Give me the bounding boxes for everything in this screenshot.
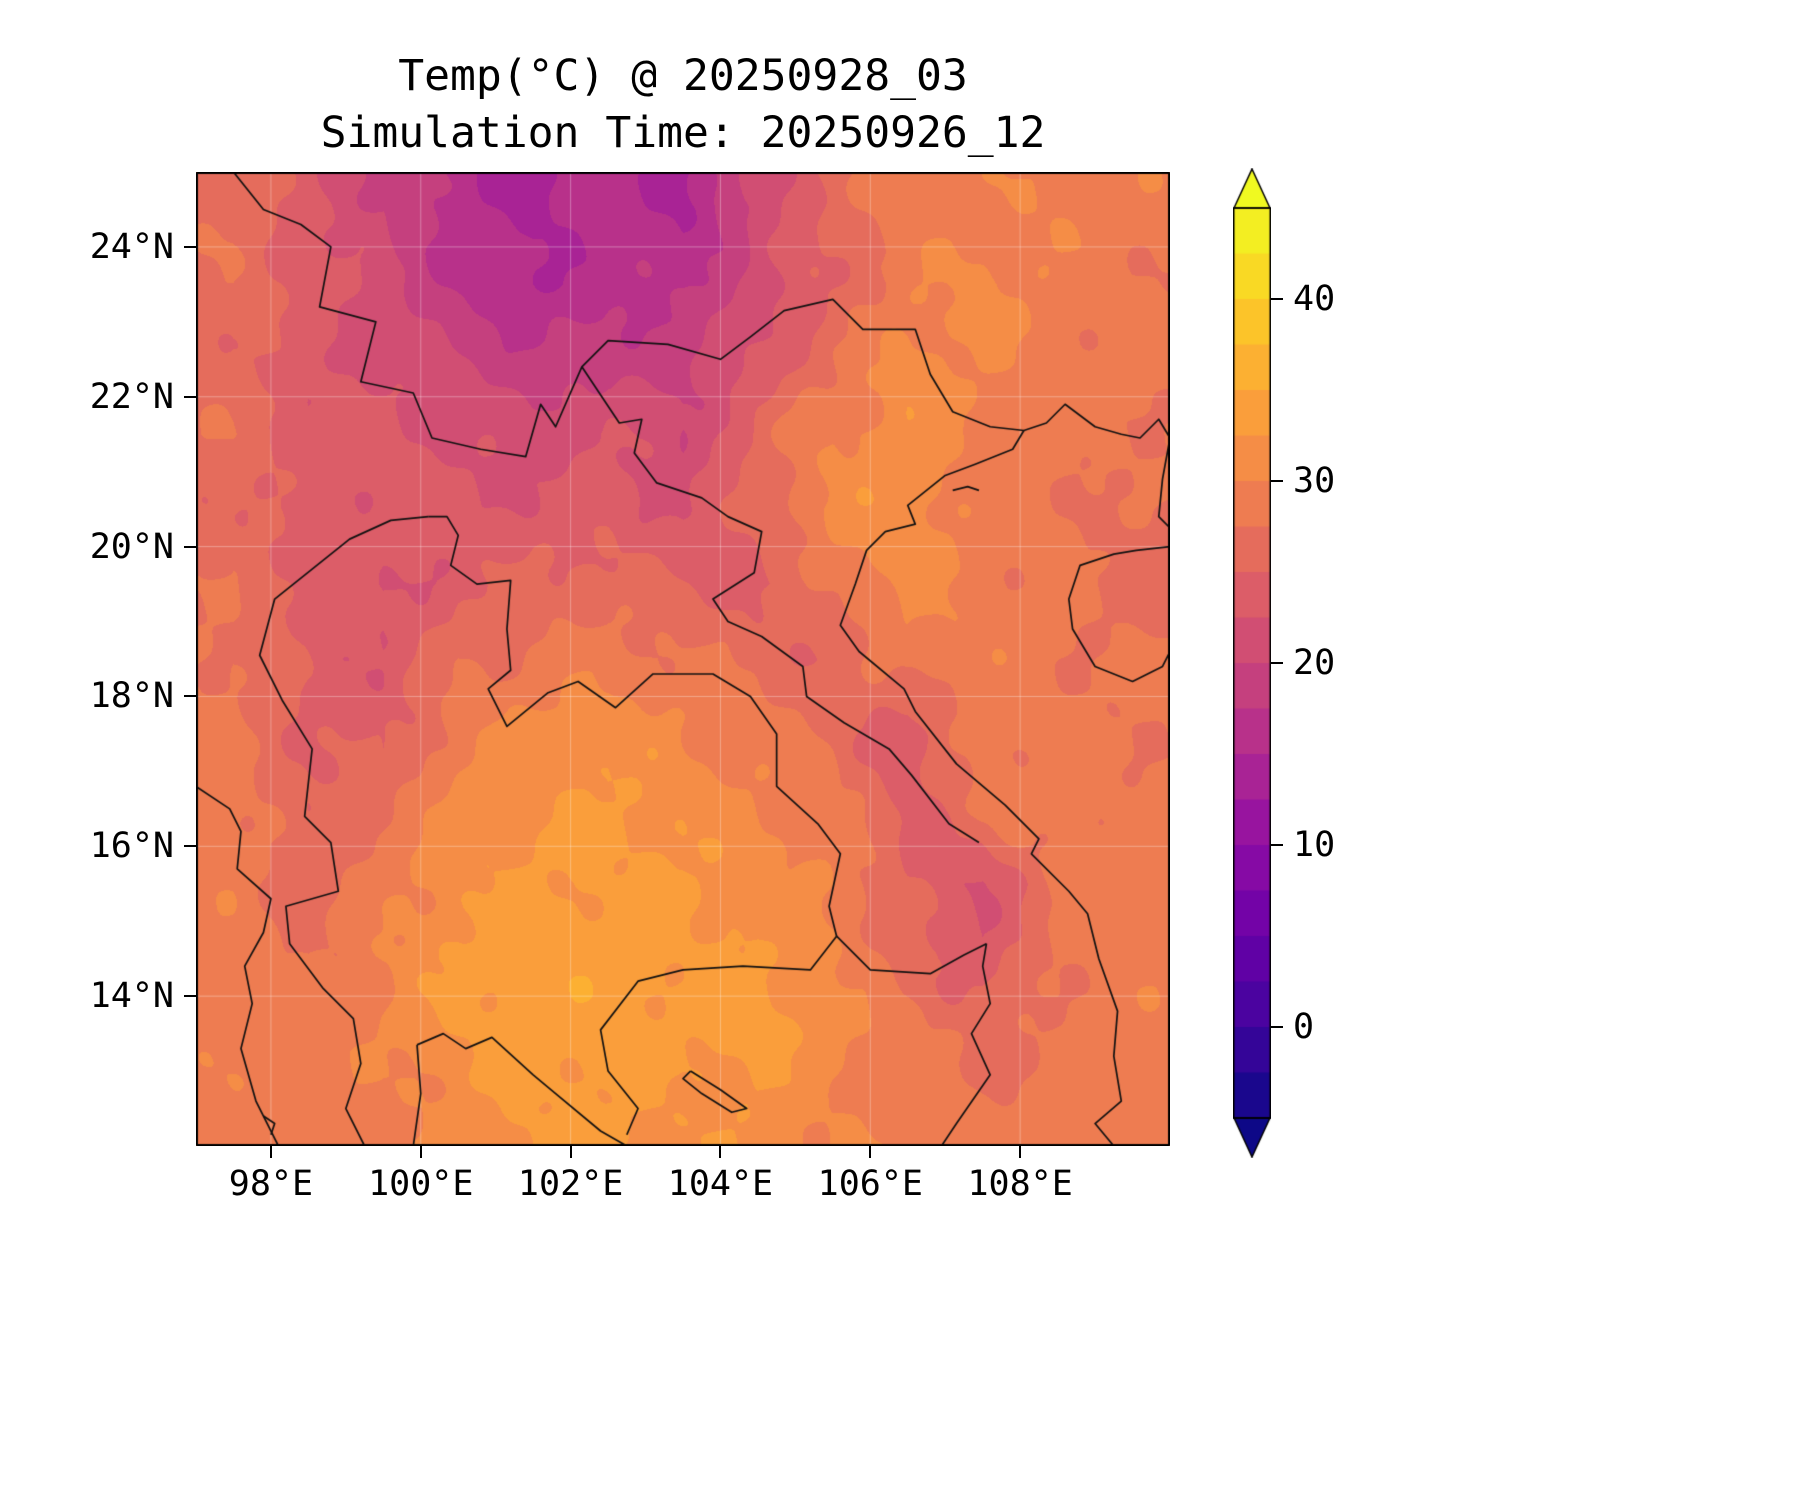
colorbar-tick-mark (1271, 298, 1283, 300)
colorbar-tick-label: 10 (1293, 825, 1336, 865)
plot-title: Temp(°C) @ 20250928_03 Simulation Time: … (196, 48, 1170, 162)
colorbar-tick-label: 30 (1293, 461, 1336, 501)
x-tick-mark (1019, 1146, 1022, 1158)
temperature-contour-map (196, 172, 1170, 1146)
y-tick-label: 24°N (89, 226, 174, 267)
y-tick-label: 22°N (89, 376, 174, 417)
x-tick-mark (419, 1146, 422, 1158)
colorbar-tick-mark (1271, 662, 1283, 664)
x-tick-mark (869, 1146, 872, 1158)
colorbar-tick-label: 20 (1293, 643, 1336, 683)
x-tick-label: 108°E (967, 1164, 1073, 1204)
x-tick-label: 98°E (228, 1164, 314, 1204)
y-tick-mark (184, 245, 196, 248)
x-tick-mark (569, 1146, 572, 1158)
x-tick-label: 104°E (667, 1164, 774, 1204)
plot-title-line2: Simulation Time: 20250926_12 (320, 108, 1046, 158)
plot-title-line1: Temp(°C) @ 20250928_03 (398, 51, 968, 101)
colorbar (1233, 168, 1271, 1158)
colorbar-tick-label: 40 (1293, 279, 1336, 319)
y-tick-mark (184, 995, 196, 998)
x-tick-label: 102°E (517, 1164, 624, 1204)
x-tick-mark (719, 1146, 722, 1158)
y-tick-mark (184, 395, 196, 398)
colorbar-tick-mark (1271, 480, 1283, 482)
y-tick-label: 18°N (89, 676, 174, 717)
y-tick-mark (184, 695, 196, 698)
x-tick-label: 100°E (368, 1164, 474, 1204)
colorbar-tick-mark (1271, 1026, 1283, 1028)
y-tick-mark (184, 545, 196, 548)
y-tick-label: 14°N (89, 976, 174, 1017)
colorbar-tick-label: 0 (1293, 1007, 1315, 1047)
y-tick-label: 16°N (89, 826, 174, 867)
y-tick-label: 20°N (89, 526, 174, 567)
x-tick-mark (269, 1146, 272, 1158)
x-tick-label: 106°E (817, 1164, 923, 1204)
colorbar-tick-mark (1271, 844, 1283, 846)
y-tick-mark (184, 845, 196, 848)
